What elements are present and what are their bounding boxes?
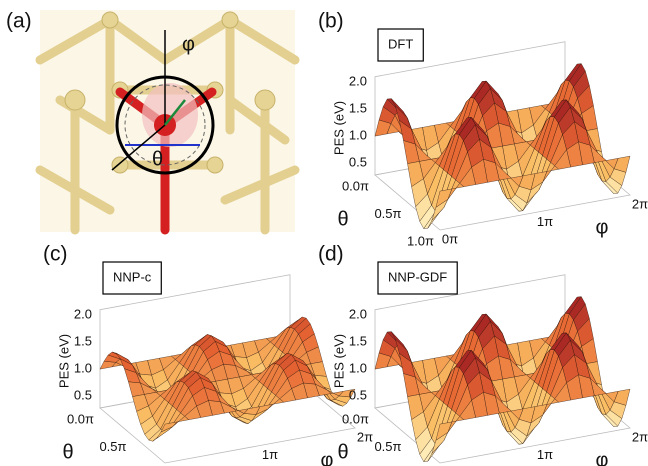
z-tick-label: 1.5 — [349, 334, 367, 349]
method-name: NNP-c — [113, 269, 152, 284]
z-tick-label: 0.5 — [349, 388, 367, 403]
phi-axis-label: φ — [596, 216, 609, 238]
phi-symbol: φ — [182, 33, 195, 55]
z-tick-label: 1.0 — [349, 361, 367, 376]
surface-patch — [100, 361, 116, 369]
z-tick-label: 1.5 — [74, 334, 92, 349]
z-tick-label: 1.0 — [74, 361, 92, 376]
method-name: NNP-GDF — [388, 269, 447, 284]
z-tick-label: 1.5 — [349, 101, 367, 116]
theta-tick-label: 0.0π — [342, 411, 369, 426]
z-tick-label: 0.5 — [74, 388, 92, 403]
z-axis-label: PES (eV) — [331, 334, 346, 388]
phi-tick-label: 1π — [262, 447, 278, 462]
panel-label: (c) — [43, 243, 68, 266]
panel-label: (a) — [6, 10, 32, 33]
phi-tick-label: 2π — [632, 196, 648, 211]
phi-tick-label: 2π — [632, 429, 648, 444]
theta-axis-label: θ — [62, 441, 73, 463]
figure: φ θ (a) 2.01.51.00.5PES (eV)0.0π0.5π1.0π… — [0, 0, 648, 466]
panel-label: (d) — [318, 243, 344, 266]
panel-a: φ θ (a) — [6, 10, 295, 232]
phi-axis-label: φ — [596, 449, 609, 466]
panel-label: (b) — [318, 10, 344, 33]
phi-axis-label: φ — [321, 449, 334, 466]
phi-tick-label: 2π — [357, 429, 373, 444]
theta-axis-label: θ — [337, 441, 348, 463]
phi-tick-label: 1π — [537, 447, 553, 462]
theta-symbol: θ — [152, 148, 163, 170]
z-axis-label: PES (eV) — [56, 334, 71, 388]
theta-tick-label: 0.0π — [342, 178, 369, 193]
z-axis-label: PES (eV) — [331, 101, 346, 155]
z-tick-label: 0.5 — [349, 155, 367, 170]
phi-tick-label: 0π — [442, 231, 458, 246]
phi-tick-label: 1π — [537, 214, 553, 229]
theta-tick-label: 0.5π — [374, 439, 401, 454]
theta-tick-label: 0.0π — [67, 411, 94, 426]
z-tick-label: 2.0 — [349, 74, 367, 89]
theta-axis-label: θ — [337, 208, 348, 230]
z-tick-label: 2.0 — [74, 307, 92, 322]
z-tick-label: 1.0 — [349, 128, 367, 143]
method-name: DFT — [388, 36, 413, 51]
z-tick-label: 2.0 — [349, 307, 367, 322]
theta-tick-label: 0.5π — [99, 439, 126, 454]
theta-tick-label: 1.0π — [407, 233, 434, 248]
theta-tick-label: 0.5π — [374, 206, 401, 221]
